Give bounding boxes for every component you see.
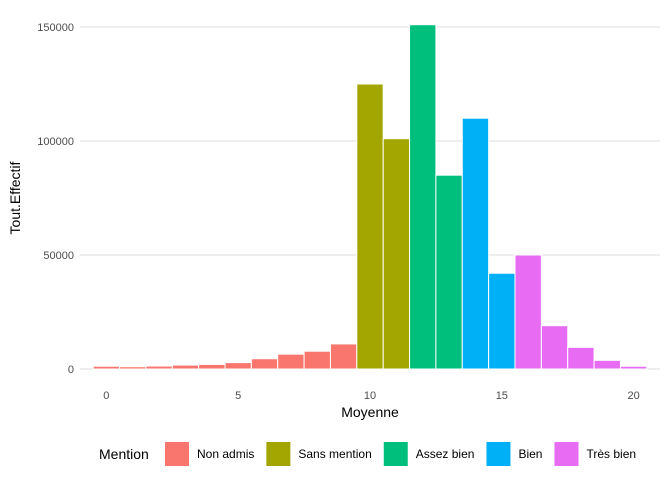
bar-non-admis	[250, 358, 279, 370]
bar-assez-bien	[435, 174, 463, 370]
legend: Mention Non admis Sans mention Assez bien B…	[99, 442, 636, 466]
bar-non-admis	[119, 366, 147, 370]
x-tick-label: 10	[364, 390, 376, 402]
legend-key	[486, 442, 511, 466]
y-axis: 0 50000 100000 150000	[37, 22, 74, 376]
bar-non-admis	[171, 364, 200, 370]
bar-sans-mention	[382, 138, 411, 370]
legend-key	[554, 442, 579, 466]
x-tick-label: 15	[496, 390, 508, 402]
bar-non-admis	[145, 365, 173, 370]
x-tick-label: 0	[103, 390, 109, 402]
y-tick-label: 0	[68, 364, 74, 376]
bar-très-bien	[567, 346, 595, 370]
y-tick-label: 150000	[37, 22, 74, 34]
bar-très-bien	[593, 359, 621, 370]
legend-label: Assez bien	[416, 447, 475, 461]
bar-non-admis	[198, 363, 226, 370]
bar-non-admis	[224, 362, 252, 370]
y-axis-title: Tout.Effectif	[7, 161, 23, 234]
legend-key	[383, 442, 408, 466]
y-tick-label: 50000	[43, 250, 74, 262]
bar-non-admis	[303, 350, 331, 370]
bar-non-admis	[92, 365, 121, 370]
bar-assez-bien	[409, 24, 437, 370]
legend-key	[165, 442, 189, 466]
legend-label: Sans mention	[298, 447, 371, 461]
legend-key	[266, 442, 291, 466]
bar-sans-mention	[356, 83, 384, 370]
bar-bien	[488, 272, 516, 370]
bar-très-bien	[514, 254, 542, 370]
legend-label: Très bien	[586, 447, 636, 461]
bar-très-bien	[540, 325, 569, 370]
bar-non-admis	[329, 343, 358, 370]
y-tick-label: 100000	[37, 136, 74, 148]
x-axis-title: Moyenne	[341, 404, 399, 420]
legend-title: Mention	[99, 446, 149, 462]
bar-bien	[461, 117, 490, 370]
bar-très-bien	[619, 365, 648, 370]
x-axis: 0 5 10 15 20	[103, 390, 639, 402]
legend-label: Non admis	[197, 447, 254, 461]
bars-layer	[92, 24, 648, 370]
legend-label: Bien	[518, 447, 542, 461]
bar-non-admis	[277, 353, 305, 370]
x-tick-label: 20	[628, 390, 640, 402]
x-tick-label: 5	[235, 390, 241, 402]
